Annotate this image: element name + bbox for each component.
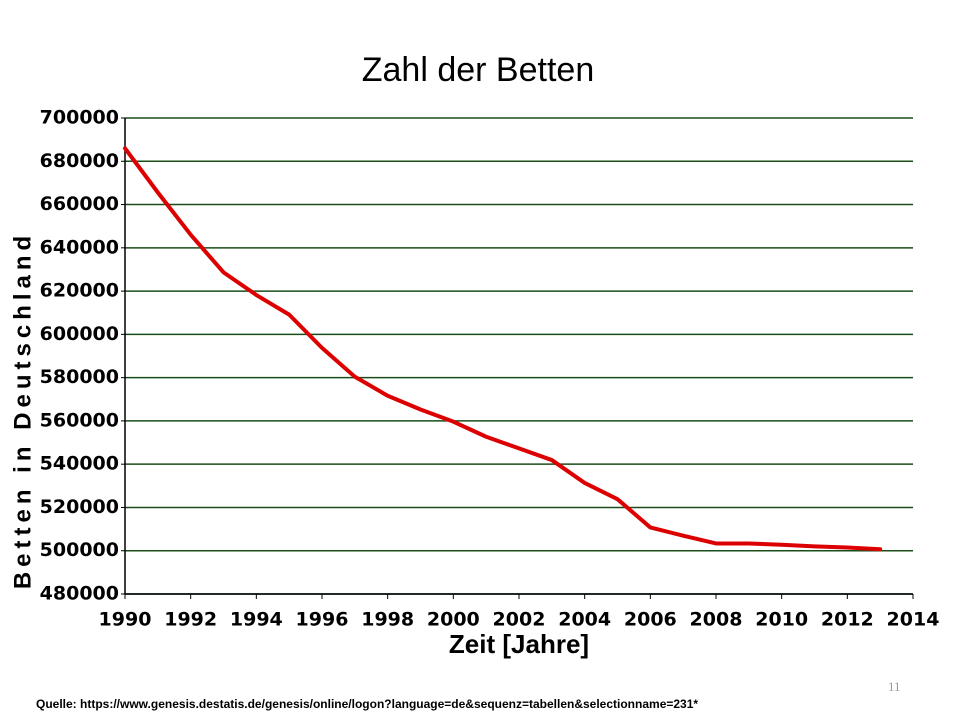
y-tick-label: 580000: [40, 366, 119, 388]
y-tick-label: 600000: [40, 323, 119, 345]
y-tick-label: 660000: [40, 193, 119, 215]
x-tick-label: 2002: [493, 609, 546, 631]
y-tick-label: 640000: [40, 236, 119, 258]
x-tick-label: 1990: [99, 609, 152, 631]
y-tick-label: 480000: [40, 583, 119, 605]
source-note: Quelle: https://www.genesis.destatis.de/…: [36, 697, 698, 711]
y-tick-label: 520000: [40, 496, 119, 518]
y-tick-label: 620000: [40, 280, 119, 302]
x-tick-label: 1994: [230, 609, 283, 631]
data-line: [123, 146, 883, 552]
y-tick-label: 700000: [40, 107, 119, 129]
x-tick-label: 2004: [558, 609, 611, 631]
x-tick-label: 1998: [361, 609, 414, 631]
x-axis-label: Zeit [Jahre]: [449, 629, 589, 659]
x-tick-label: 1996: [296, 609, 349, 631]
x-tick-label: 2014: [887, 609, 940, 631]
page-number: 11: [888, 679, 901, 694]
y-tick-label: 680000: [40, 150, 119, 172]
x-tick-label: 1992: [164, 609, 217, 631]
y-tick-label: 560000: [40, 409, 119, 431]
x-tick-label: 2000: [427, 609, 480, 631]
y-axis-label: Betten in Deutschland: [9, 231, 36, 589]
x-tick-label: 2010: [755, 609, 808, 631]
y-tick-label: 500000: [40, 539, 119, 561]
x-tick-label: 2012: [821, 609, 874, 631]
y-tick-label: 540000: [40, 453, 119, 475]
x-tick-label: 2008: [690, 609, 743, 631]
chart-title: Zahl der Betten: [362, 51, 594, 89]
x-tick-label: 2006: [624, 609, 677, 631]
